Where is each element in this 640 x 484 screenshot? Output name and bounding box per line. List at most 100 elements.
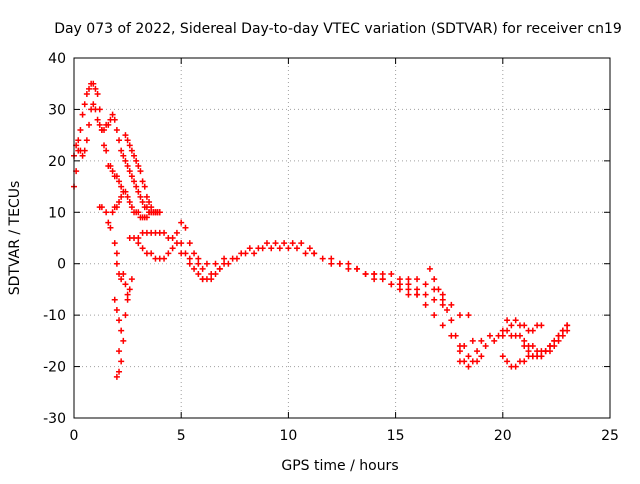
- data-point: [120, 271, 127, 277]
- data-point: [143, 193, 150, 200]
- series-band-d: [122, 132, 163, 216]
- data-point: [135, 209, 142, 216]
- data-point: [118, 358, 125, 365]
- data-point: [216, 265, 223, 272]
- data-point: [422, 291, 429, 298]
- data-point: [90, 80, 97, 87]
- data-point: [396, 276, 403, 283]
- data-point: [516, 332, 523, 339]
- data-point: [422, 301, 429, 308]
- data-point: [103, 147, 110, 154]
- data-point: [161, 229, 168, 236]
- data-point: [148, 250, 155, 257]
- axis-ticks: 0 5 10 15 20 25 -30 -20 -10 0 10 20 30 40: [43, 51, 619, 444]
- data-point: [495, 332, 502, 339]
- data-point: [113, 127, 120, 133]
- data-point: [118, 183, 125, 190]
- data-point: [456, 312, 463, 319]
- x-tick-label: 15: [387, 428, 405, 444]
- data-point: [345, 260, 352, 267]
- y-tick-label: 30: [48, 102, 66, 118]
- y-tick-label: -10: [43, 308, 66, 324]
- data-point: [199, 265, 206, 272]
- data-point: [405, 281, 412, 288]
- data-point: [302, 250, 309, 257]
- series-ramp-18-20: [456, 332, 506, 365]
- data-point: [371, 276, 378, 283]
- data-point: [512, 317, 519, 324]
- data-point: [111, 296, 118, 303]
- y-tick-label: 0: [57, 257, 66, 273]
- series-trail-14-17: [371, 271, 472, 319]
- data-point: [431, 276, 438, 283]
- data-point: [328, 255, 335, 262]
- data-point: [559, 327, 566, 334]
- x-axis-label: GPS time / hours: [281, 458, 398, 474]
- data-point: [448, 317, 455, 324]
- data-point: [128, 276, 135, 283]
- data-point: [139, 199, 146, 205]
- data-point: [298, 240, 305, 247]
- data-point: [422, 281, 429, 288]
- x-tick-label: 5: [177, 428, 186, 444]
- series-scatter-early: [96, 193, 135, 380]
- data-point: [388, 271, 395, 277]
- data-point: [242, 250, 249, 257]
- data-point: [431, 296, 438, 303]
- data-point: [405, 291, 412, 298]
- data-point: [195, 260, 202, 267]
- data-point: [371, 271, 378, 277]
- data-point: [195, 271, 202, 277]
- data-point: [111, 116, 118, 123]
- data-point: [137, 168, 144, 175]
- data-point: [113, 204, 120, 211]
- series-tail-20-21c: [504, 317, 545, 334]
- data-point: [178, 240, 185, 247]
- data-point: [126, 199, 133, 205]
- data-point: [212, 260, 219, 267]
- data-point: [546, 343, 553, 349]
- data-point: [555, 332, 562, 339]
- data-point: [173, 229, 180, 236]
- data-point: [141, 183, 148, 190]
- data-point: [101, 142, 108, 149]
- data-point: [482, 343, 489, 349]
- series-ramp-18-20b: [461, 332, 502, 349]
- data-point: [465, 312, 472, 319]
- data-point: [478, 337, 485, 344]
- data-point: [128, 173, 135, 180]
- x-tick-label: 10: [279, 428, 297, 444]
- data-point: [444, 307, 451, 313]
- data-point: [259, 245, 266, 252]
- data-point: [79, 111, 86, 118]
- data-point: [469, 337, 476, 344]
- data-point: [113, 307, 120, 313]
- data-point: [474, 348, 481, 355]
- data-point: [345, 265, 352, 272]
- data-point: [131, 178, 138, 185]
- data-point: [77, 127, 84, 133]
- data-point: [251, 250, 258, 257]
- data-point: [521, 358, 528, 365]
- x-tick-label: 25: [601, 428, 619, 444]
- data-point: [156, 209, 163, 216]
- data-point: [306, 245, 313, 252]
- data-point: [116, 199, 123, 205]
- data-point: [439, 291, 446, 298]
- data-point: [126, 168, 133, 175]
- data-point: [128, 204, 135, 211]
- data-point: [122, 132, 129, 139]
- data-point: [103, 209, 110, 216]
- data-point: [456, 358, 463, 365]
- data-point: [221, 255, 228, 262]
- data-point: [521, 322, 528, 329]
- data-point: [388, 281, 395, 288]
- data-point: [529, 327, 536, 334]
- data-point: [564, 322, 571, 329]
- data-point: [113, 250, 120, 257]
- data-point: [538, 353, 545, 360]
- data-point: [208, 276, 215, 283]
- series-band-a: [71, 80, 110, 190]
- data-point: [122, 188, 129, 195]
